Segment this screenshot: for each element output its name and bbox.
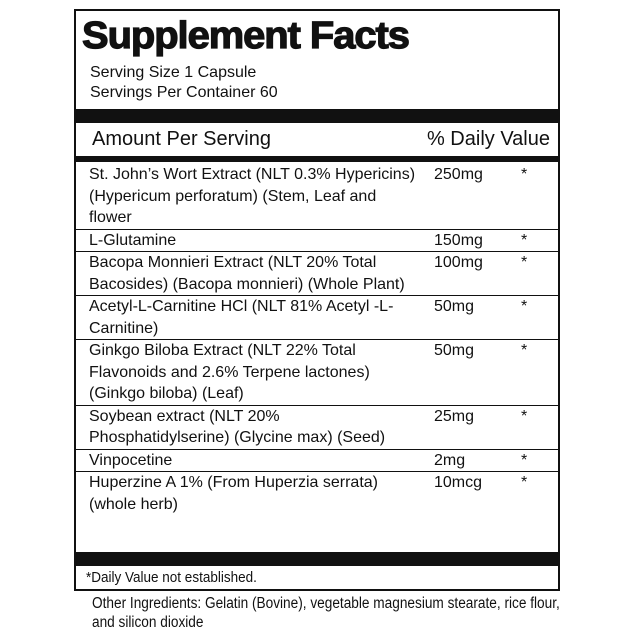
ingredient-name: St. John’s Wort Extract (NLT 0.3% Hyperi… — [89, 166, 416, 226]
dv-header: % Daily Value — [426, 128, 550, 150]
ingredient-amount: 250mg — [434, 166, 483, 183]
other-ingredients: Other Ingredients: Gelatin (Bovine), veg… — [92, 595, 560, 631]
medium-divider — [76, 156, 558, 162]
ingredient-name: L-Glutamine — [89, 231, 177, 249]
daily-value: * — [521, 254, 528, 271]
ingredient-amount: 50mg — [434, 298, 475, 315]
footnote: *Daily Value not established. — [86, 569, 257, 586]
ingredient-row: Bacopa Monnieri Extract (NLT 20% Total B… — [76, 252, 558, 296]
daily-value: * — [521, 451, 528, 469]
ingredient-row: Huperzine A 1% (From Huperzia serrata) (… — [76, 472, 558, 515]
thick-divider — [76, 109, 558, 123]
ingredient-name: Vinpocetine — [89, 451, 173, 469]
ingredient-amount: 10mcg — [434, 474, 483, 491]
panel-title: Supplement Facts — [81, 14, 410, 57]
ingredient-amount: 2mg — [434, 451, 466, 469]
ingredient-table: St. John’s Wort Extract (NLT 0.3% Hyperi… — [76, 164, 558, 515]
ingredient-name: Acetyl-L-Carnitine HCl (NLT 81% Acetyl -… — [89, 298, 394, 337]
daily-value: * — [521, 342, 528, 359]
daily-value: * — [521, 298, 528, 315]
ingredient-amount: 100mg — [434, 254, 483, 271]
ingredient-amount: 50mg — [434, 342, 475, 359]
ingredient-amount: 25mg — [434, 407, 475, 425]
servings-per-container: Servings Per Container 60 — [90, 84, 278, 101]
daily-value: * — [521, 231, 528, 249]
ingredient-amount: 150mg — [434, 231, 483, 249]
ingredient-name: Ginkgo Biloba Extract (NLT 22% Total Fla… — [89, 342, 370, 402]
thick-divider — [76, 552, 558, 566]
ingredient-row: L-Glutamine 150mg * — [76, 230, 558, 252]
daily-value: * — [521, 166, 528, 183]
column-header: Amount Per Serving % Daily Value — [92, 128, 550, 151]
ingredient-name: Soybean extract (NLT 20% Phosphatidylser… — [89, 407, 386, 447]
daily-value: * — [521, 407, 528, 425]
ingredient-name: Bacopa Monnieri Extract (NLT 20% Total B… — [89, 254, 405, 293]
ingredient-row: Soybean extract (NLT 20% Phosphatidylser… — [76, 406, 558, 450]
ingredient-row: Ginkgo Biloba Extract (NLT 22% Total Fla… — [76, 340, 558, 406]
supplement-facts-panel: Supplement Facts Serving Size 1 Capsule … — [74, 9, 560, 591]
daily-value: * — [521, 474, 528, 491]
amount-header: Amount Per Serving — [92, 128, 271, 150]
ingredient-row: Vinpocetine 2mg * — [76, 450, 558, 472]
ingredient-name: Huperzine A 1% (From Huperzia serrata) (… — [89, 474, 378, 513]
serving-info: Serving Size 1 Capsule Servings Per Cont… — [90, 63, 278, 103]
serving-size: Serving Size 1 Capsule — [90, 64, 257, 81]
ingredient-row: St. John’s Wort Extract (NLT 0.3% Hyperi… — [76, 164, 558, 230]
ingredient-row: Acetyl-L-Carnitine HCl (NLT 81% Acetyl -… — [76, 296, 558, 340]
